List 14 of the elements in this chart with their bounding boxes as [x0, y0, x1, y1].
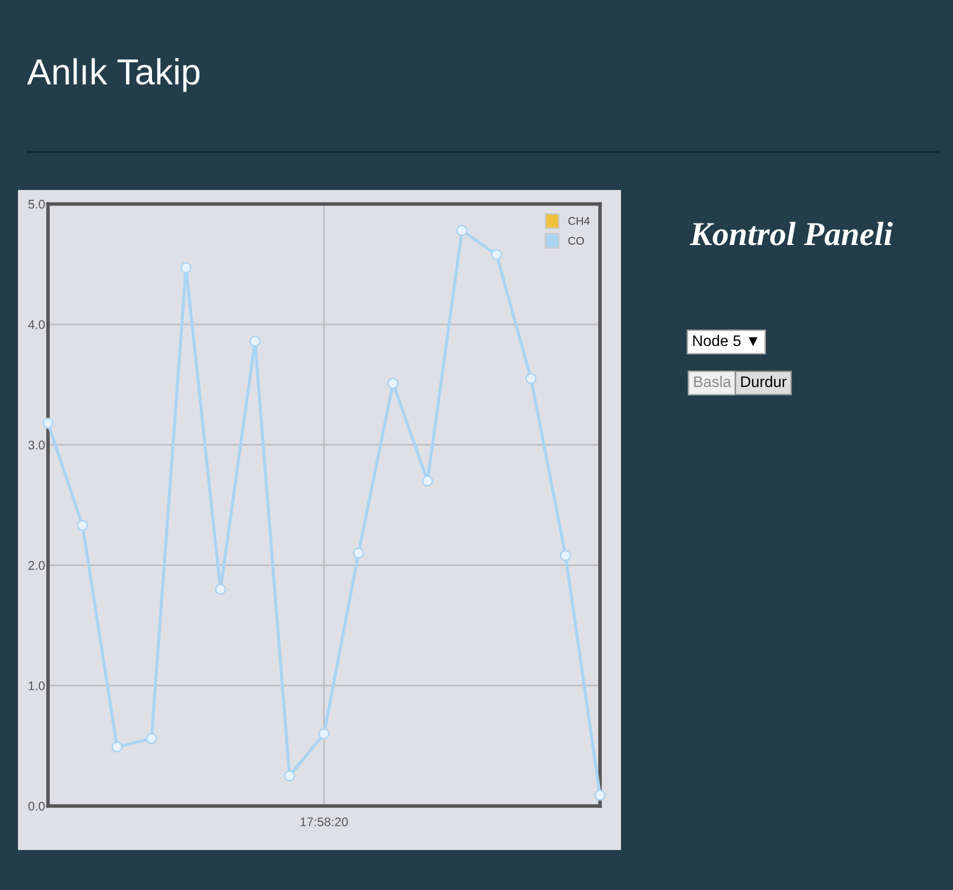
y-tick-label: 2.0: [28, 561, 45, 570]
x-tick-label: 17:58:20: [300, 817, 348, 826]
text: Durdur: [741, 376, 786, 388]
text: Basla: [694, 376, 732, 388]
y-tick-label: 1.0: [28, 681, 45, 690]
legend-label: CO: [568, 236, 584, 245]
y-tick-label: 4.0: [28, 320, 45, 330]
y-tick-label: 5.0: [28, 200, 45, 209]
y-tick-label: 3.0: [28, 440, 45, 450]
y-tick-label: 0.0: [28, 802, 45, 811]
chart-title: Anlık Takip: [27, 58, 200, 92]
text: Kontrol Paneli: [690, 222, 893, 246]
legend-label: CH4: [568, 217, 590, 225]
text: Node 5 ▼: [693, 334, 758, 346]
